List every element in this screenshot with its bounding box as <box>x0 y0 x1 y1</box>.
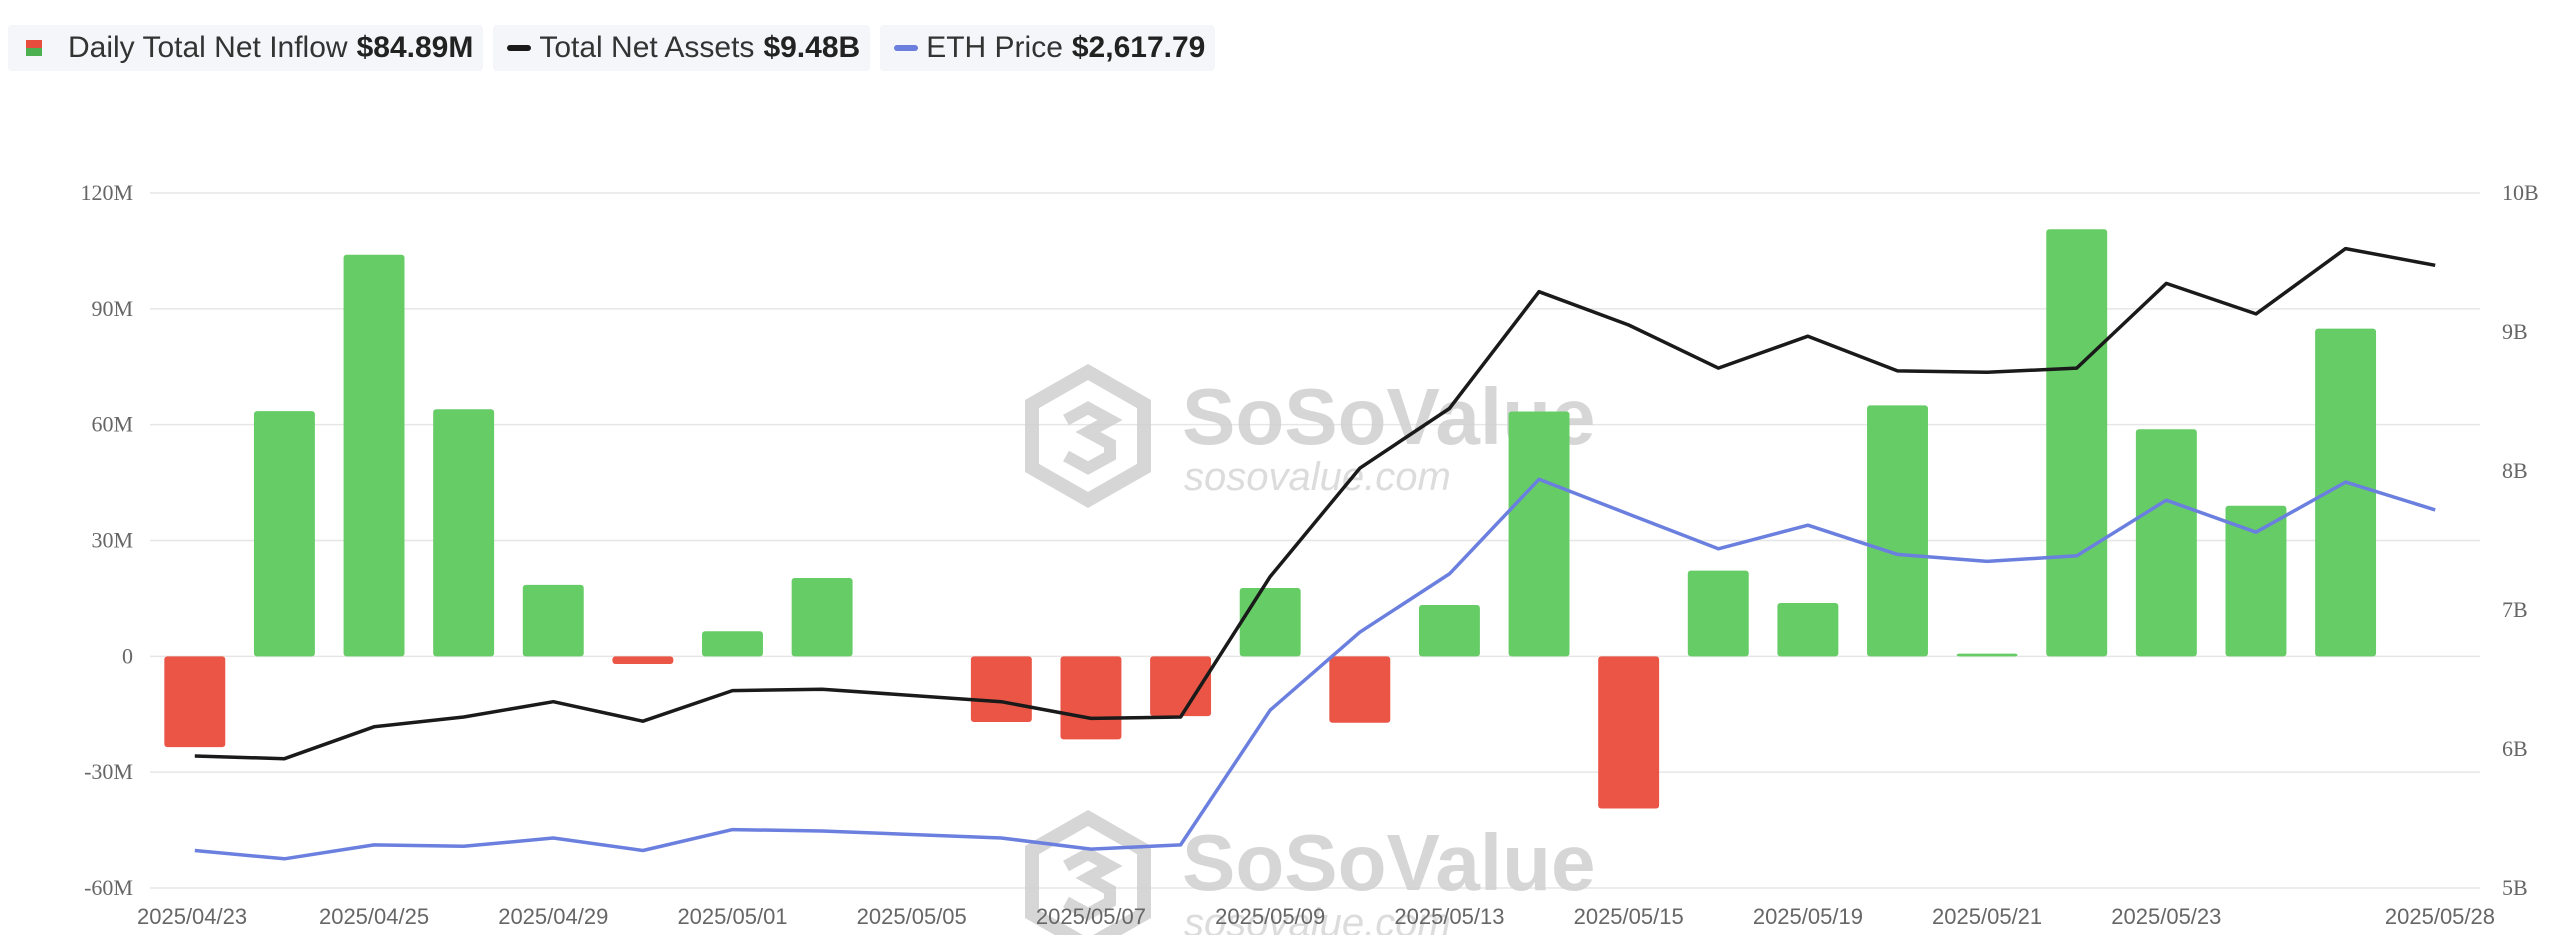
x-tick-label: 2025/05/13 <box>1394 904 1504 929</box>
legend-item-eth-price[interactable]: ETH Price $2,617.79 <box>880 25 1216 71</box>
watermarks: SoSoValuesosovalue.comSoSoValuesosovalue… <box>1025 363 1595 935</box>
bar-net-inflow <box>343 254 405 657</box>
bar-net-inflow <box>702 631 763 657</box>
legend-value: $2,617.79 <box>1071 31 1206 64</box>
y-axis-right: 10B 9B 8B 7B 6B 5B <box>2502 180 2539 900</box>
legend-value: $84.89M <box>356 31 474 64</box>
watermark-url: sosovalue.com <box>1184 455 1451 499</box>
bar-net-inflow <box>612 656 674 665</box>
chart-legend: Daily Total Net Inflow $84.89M Total Net… <box>8 25 1216 71</box>
bar-net-inflow <box>970 656 1032 722</box>
bar-net-inflow <box>1418 604 1480 657</box>
y-right-tick-label: 8B <box>2502 458 2528 483</box>
x-tick-label: 2025/05/21 <box>1932 904 2042 929</box>
bar-net-inflow <box>791 577 853 657</box>
line-eth-price <box>194 477 2436 861</box>
x-tick-label: 2025/05/01 <box>677 904 787 929</box>
legend-item-daily-net-inflow[interactable]: Daily Total Net Inflow $84.89M <box>8 25 484 71</box>
sosovalue-logo-mark <box>1063 847 1123 921</box>
y-right-tick-label: 6B <box>2502 736 2528 761</box>
line-total-net-assets <box>194 246 2436 761</box>
bar-net-inflow <box>1598 656 1660 809</box>
watermark-brand: SoSoValue <box>1182 818 1595 907</box>
legend-label: Total Net Assets <box>539 31 755 64</box>
y-right-tick-label: 10B <box>2502 180 2539 205</box>
legend-item-total-net-assets[interactable]: Total Net Assets $9.48B <box>493 25 871 71</box>
legend-label: Daily Total Net Inflow <box>68 31 348 64</box>
x-tick-label: 2025/04/23 <box>137 904 247 929</box>
bar-net-inflow <box>1867 405 1928 657</box>
bar-net-inflow <box>522 584 584 657</box>
legend-value: $9.48B <box>763 31 861 64</box>
bar-net-inflow <box>1777 603 1839 657</box>
bar-net-inflow <box>1239 587 1301 657</box>
bar-net-inflow <box>1508 411 1570 657</box>
y-left-tick-label: -60M <box>84 875 133 900</box>
x-tick-label: 2025/05/19 <box>1753 904 1863 929</box>
bar-net-inflow <box>1060 656 1122 740</box>
y-right-tick-label: 9B <box>2502 319 2528 344</box>
bar-net-inflow <box>1150 656 1212 717</box>
legend-label: ETH Price <box>926 31 1063 64</box>
bar-series <box>164 229 2377 809</box>
line-swatch-icon <box>894 45 919 51</box>
swatch-negative <box>26 40 42 48</box>
bar-net-inflow <box>2315 328 2377 657</box>
y-left-tick-label: 0 <box>122 643 133 668</box>
x-tick-label: 2025/05/09 <box>1215 904 1325 929</box>
grid-lines <box>150 192 2480 889</box>
y-left-tick-label: -30M <box>84 759 133 784</box>
bar-net-inflow <box>433 409 495 657</box>
x-tick-label: 2025/04/25 <box>319 904 429 929</box>
sosovalue-logo-mark <box>1063 401 1123 475</box>
x-tick-label: 2025/05/07 <box>1036 904 1146 929</box>
line-swatch-icon <box>507 45 532 51</box>
bar-net-inflow <box>253 411 315 657</box>
x-tick-label: 2025/05/23 <box>2111 904 2221 929</box>
x-tick-label: 2025/05/05 <box>857 904 967 929</box>
swatch-positive <box>26 48 42 56</box>
sosovalue-logo-icon <box>1025 363 1151 509</box>
bar-net-inflow <box>164 656 226 748</box>
bar-net-inflow <box>1329 656 1391 723</box>
watermark-url: sosovalue.com <box>1184 901 1451 935</box>
sosovalue-logo-icon <box>1025 809 1151 935</box>
x-tick-label: 2025/05/15 <box>1574 904 1684 929</box>
y-left-tick-label: 30M <box>91 528 133 553</box>
bar-net-inflow <box>2135 429 2197 657</box>
bar-net-inflow <box>1956 653 2018 657</box>
x-tick-label: 2025/05/28 <box>2385 904 2495 929</box>
y-left-tick-label: 90M <box>91 296 133 321</box>
bar-net-inflow <box>2225 505 2287 657</box>
y-right-tick-label: 5B <box>2502 875 2528 900</box>
y-left-tick-label: 60M <box>91 412 133 437</box>
y-right-tick-label: 7B <box>2502 597 2528 622</box>
bar-net-inflow <box>1687 570 1749 657</box>
bar-swatch-icon <box>26 40 42 56</box>
x-tick-label: 2025/04/29 <box>498 904 608 929</box>
bar-net-inflow <box>2046 229 2108 657</box>
x-axis: 2025/04/23 2025/04/25 2025/04/29 2025/05/01… <box>137 904 2495 929</box>
y-axis-left: 120M 90M 60M 30M 0 -30M -60M <box>80 180 133 900</box>
line-series <box>194 246 2436 861</box>
y-left-tick-label: 120M <box>80 180 133 205</box>
